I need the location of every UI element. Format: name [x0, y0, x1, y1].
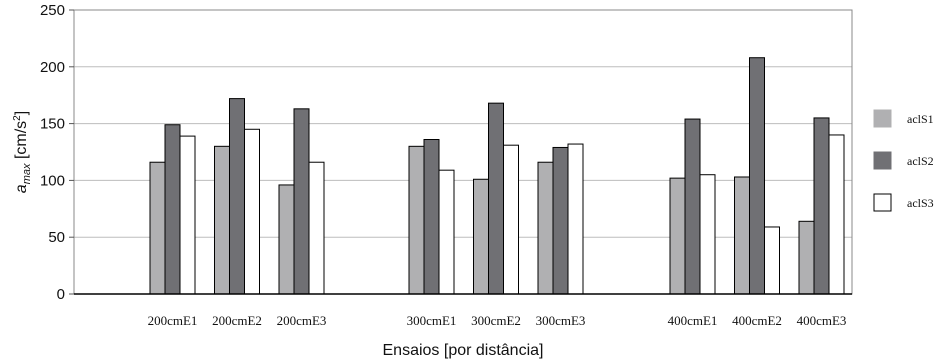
y-tick-label: 50: [48, 229, 65, 246]
legend: aclS1 aclS2 aclS3: [873, 109, 934, 212]
y-axis-unit-close: ]: [13, 111, 30, 115]
legend-label-aclS1: aclS1: [907, 112, 934, 126]
x-tick-label: 300cmE3: [536, 313, 586, 328]
bar-aclS1-300cmE3: [537, 161, 554, 295]
y-tick-labels: 0 50 100 150 200 250: [40, 2, 74, 303]
x-axis-title: Ensaios [por distância]: [383, 342, 544, 359]
bar-aclS2-300cmE3: [552, 146, 569, 295]
y-tick-label: 250: [40, 2, 65, 19]
bar-aclS1-200cmE1: [149, 161, 166, 295]
bar-aclS2-200cmE2: [229, 98, 245, 295]
legend-swatch-aclS3: [873, 193, 892, 212]
x-tick-label: 200cmE3: [277, 313, 327, 328]
bar-aclS3-400cmE2: [764, 226, 780, 295]
bars: [149, 57, 845, 295]
x-tick-label: 400cmE2: [732, 313, 782, 328]
bar-aclS3-200cmE2: [244, 128, 260, 295]
y-axis-superscript: 2: [12, 115, 23, 121]
legend-label-aclS3: aclS3: [907, 196, 934, 210]
bar-aclS1-400cmE2: [734, 176, 750, 295]
bar-aclS1-400cmE3: [798, 220, 815, 295]
x-tick-label: 200cmE2: [212, 313, 262, 328]
bar-aclS3-400cmE3: [828, 134, 845, 295]
bar-aclS3-200cmE1: [179, 135, 196, 295]
legend-swatch-aclS1: [873, 109, 892, 128]
y-tick-label: 100: [40, 172, 65, 189]
bar-aclS1-400cmE1: [669, 177, 686, 295]
legend-swatch-aclS2: [873, 151, 892, 170]
gridlines: [74, 66, 852, 238]
bar-aclS3-200cmE3: [308, 161, 325, 295]
bar-aclS3-300cmE1: [438, 169, 455, 295]
bar-aclS2-300cmE1: [423, 139, 440, 295]
x-tick-label: 200cmE1: [148, 313, 198, 328]
x-tick-label: 400cmE3: [797, 313, 847, 328]
bar-aclS2-300cmE2: [488, 102, 504, 295]
bar-aclS3-400cmE1: [699, 174, 716, 295]
y-axis-title: amax [cm/s2]: [12, 111, 33, 193]
y-tick-label: 0: [57, 286, 65, 303]
x-category-labels: 200cmE1 200cmE2 200cmE3 300cmE1 300cmE2 300cm…: [148, 313, 847, 328]
legend-label-aclS2: aclS2: [907, 154, 934, 168]
x-tick-label: 300cmE1: [407, 313, 457, 328]
y-axis-subscript: max: [21, 163, 33, 184]
bar-aclS3-300cmE2: [503, 144, 519, 295]
bar-aclS2-400cmE2: [749, 57, 765, 295]
bar-aclS2-200cmE3: [293, 108, 310, 295]
y-tick-label: 150: [40, 116, 65, 133]
y-axis-symbol: a: [13, 184, 30, 193]
y-axis-unit: [cm/s: [13, 121, 30, 164]
bar-aclS2-400cmE1: [684, 118, 701, 295]
bar-aclS1-200cmE3: [278, 184, 295, 295]
bar-aclS1-300cmE1: [408, 145, 425, 295]
bar-aclS3-300cmE3: [567, 143, 584, 295]
bar-aclS2-200cmE1: [164, 124, 181, 295]
bar-aclS1-300cmE2: [473, 178, 489, 295]
bar-aclS2-400cmE3: [813, 117, 830, 295]
bar-aclS1-200cmE2: [214, 145, 230, 295]
y-tick-label: 200: [40, 59, 65, 76]
x-tick-label: 400cmE1: [668, 313, 718, 328]
x-tick-label: 300cmE2: [471, 313, 521, 328]
